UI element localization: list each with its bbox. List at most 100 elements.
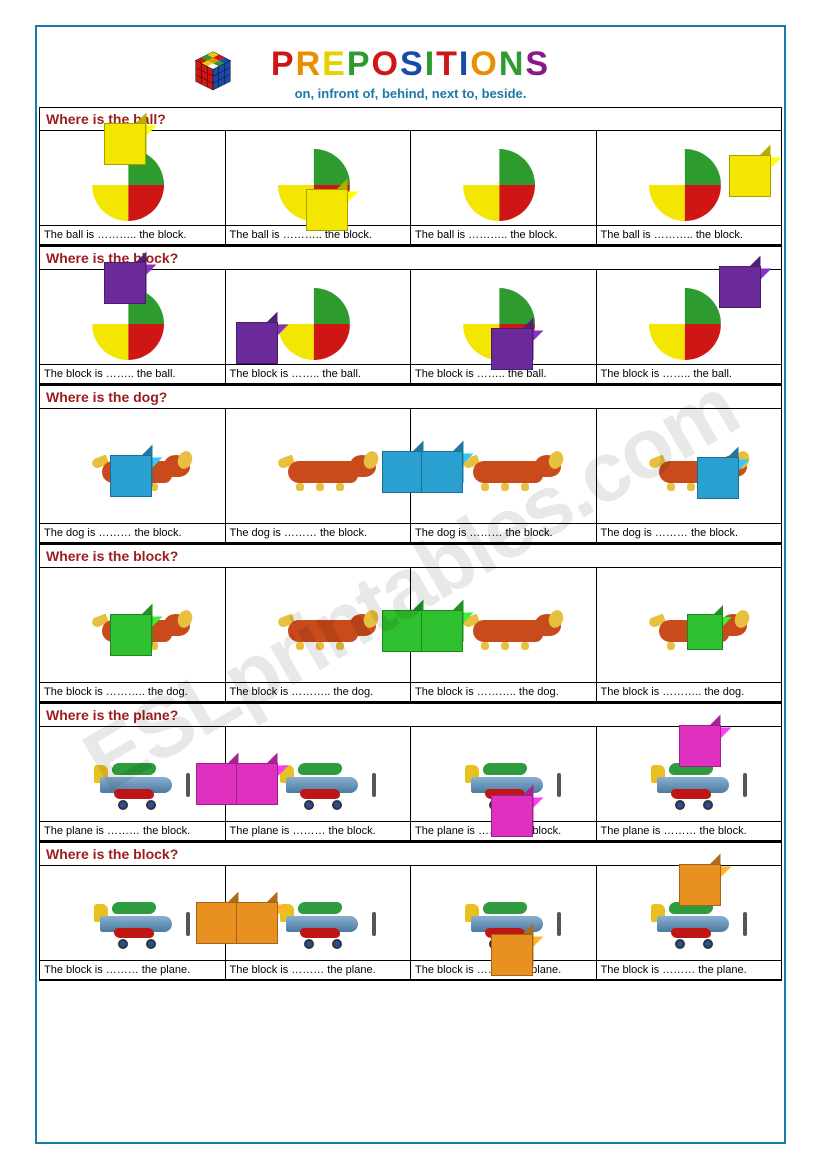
cell-caption: The ball is ……….. the block. — [40, 226, 225, 244]
cell-picture — [411, 409, 596, 524]
cell-caption: The block is …….. the ball. — [226, 365, 411, 383]
cell-picture — [411, 270, 596, 365]
header: PREPOSITIONS on, infront of, behind, nex… — [37, 27, 784, 107]
section-question: Where is the plane? — [39, 703, 782, 726]
cell-caption: The plane is ……… the block. — [597, 822, 782, 840]
cell-caption: The block is ……….. the dog. — [597, 683, 782, 701]
worksheet-cell: The dog is ……… the block. — [39, 408, 226, 542]
cell-caption: The dog is ……… the block. — [411, 524, 596, 542]
worksheet-cell: The block is ……….. the dog. — [226, 567, 412, 701]
cube-icon — [679, 864, 721, 906]
cube-icon — [236, 763, 278, 805]
page-border: PREPOSITIONS on, infront of, behind, nex… — [35, 25, 786, 1144]
cell-caption: The block is ……….. the dog. — [40, 683, 225, 701]
section-question: Where is the block? — [39, 544, 782, 567]
worksheet-sections: Where is the ball?The ball is ……….. the … — [39, 107, 782, 981]
worksheet-cell: The ball is ……….. the block. — [226, 130, 412, 244]
cell-picture — [40, 866, 225, 961]
cube-icon — [719, 266, 761, 308]
section-question: Where is the block? — [39, 842, 782, 865]
cell-picture — [226, 131, 411, 226]
beach-ball-icon — [463, 149, 535, 221]
cube-icon — [697, 457, 739, 499]
cell-picture — [40, 409, 225, 524]
dog-icon — [278, 608, 378, 650]
cell-caption: The block is …….. the ball. — [597, 365, 782, 383]
cube-icon — [104, 123, 146, 165]
cells-row: The dog is ……… the block.The dog is ……… … — [39, 408, 782, 544]
cube-icon — [110, 455, 152, 497]
cell-caption: The block is ……….. the dog. — [411, 683, 596, 701]
cube-icon — [110, 614, 152, 656]
worksheet-cell: The plane is ……… the block. — [411, 726, 597, 840]
cell-picture — [411, 568, 596, 683]
plane-icon — [92, 894, 192, 949]
cube-icon — [491, 795, 533, 837]
worksheet-cell: The ball is ……….. the block. — [411, 130, 597, 244]
cube-icon — [729, 155, 771, 197]
section-question: Where is the dog? — [39, 385, 782, 408]
cube-icon — [236, 902, 278, 944]
cube-icon — [491, 328, 533, 370]
plane-icon — [278, 894, 378, 949]
worksheet-cell: The block is …….. the ball. — [226, 269, 412, 383]
dog-icon — [463, 449, 563, 491]
worksheet-cell: The dog is ……… the block. — [226, 408, 412, 542]
cell-picture — [597, 866, 782, 961]
plane-icon — [278, 755, 378, 810]
dog-icon — [463, 608, 563, 650]
cell-picture — [226, 270, 411, 365]
worksheet-cell: The ball is ……….. the block. — [39, 130, 226, 244]
cell-picture — [597, 409, 782, 524]
cell-picture — [597, 568, 782, 683]
cell-picture — [226, 727, 411, 822]
cell-picture — [40, 131, 225, 226]
cells-row: The plane is ……… the block.The plane is … — [39, 726, 782, 842]
cell-picture — [411, 727, 596, 822]
cell-picture — [411, 866, 596, 961]
worksheet-cell: The dog is ……… the block. — [597, 408, 783, 542]
cells-row: The block is …….. the ball.The block is … — [39, 269, 782, 385]
dog-icon — [278, 449, 378, 491]
cell-caption: The block is …….. the ball. — [40, 365, 225, 383]
cube-icon — [421, 451, 463, 493]
cell-picture — [597, 131, 782, 226]
cell-caption: The block is ……… the plane. — [40, 961, 225, 979]
cell-caption: The ball is ……….. the block. — [597, 226, 782, 244]
beach-ball-icon — [649, 149, 721, 221]
cells-row: The block is ……… the plane.The block is … — [39, 865, 782, 981]
worksheet-cell: The plane is ……… the block. — [226, 726, 412, 840]
cells-row: The ball is ……….. the block.The ball is … — [39, 130, 782, 246]
cell-caption: The plane is ……… the block. — [40, 822, 225, 840]
plane-icon — [92, 755, 192, 810]
cube-icon — [236, 322, 278, 364]
cell-picture — [597, 270, 782, 365]
worksheet-cell: The block is …….. the ball. — [411, 269, 597, 383]
cell-caption: The dog is ……… the block. — [597, 524, 782, 542]
cells-row: The block is ……….. the dog.The block is … — [39, 567, 782, 703]
cell-picture — [226, 866, 411, 961]
cell-caption: The block is ……… the plane. — [226, 961, 411, 979]
cell-caption: The block is ……… the plane. — [597, 961, 782, 979]
worksheet-cell: The block is ……… the plane. — [597, 865, 783, 979]
cell-picture — [40, 270, 225, 365]
cube-icon — [421, 610, 463, 652]
cube-icon — [679, 725, 721, 767]
worksheet-cell: The block is ……… the plane. — [411, 865, 597, 979]
worksheet-cell: The block is …….. the ball. — [597, 269, 783, 383]
cell-caption: The block is ……….. the dog. — [226, 683, 411, 701]
worksheet-cell: The plane is ……… the block. — [597, 726, 783, 840]
cell-caption: The ball is ……….. the block. — [411, 226, 596, 244]
cell-picture — [40, 568, 225, 683]
cube-icon — [306, 189, 348, 231]
cube-icon — [687, 614, 723, 650]
worksheet-cell: The dog is ……… the block. — [411, 408, 597, 542]
cell-picture — [411, 131, 596, 226]
worksheet-cell: The ball is ……….. the block. — [597, 130, 783, 244]
worksheet-cell: The block is ……….. the dog. — [597, 567, 783, 701]
cell-caption: The dog is ……… the block. — [226, 524, 411, 542]
cell-caption: The dog is ……… the block. — [40, 524, 225, 542]
cube-icon — [491, 934, 533, 976]
worksheet-cell: The block is ……….. the dog. — [411, 567, 597, 701]
worksheet-cell: The block is …….. the ball. — [39, 269, 226, 383]
